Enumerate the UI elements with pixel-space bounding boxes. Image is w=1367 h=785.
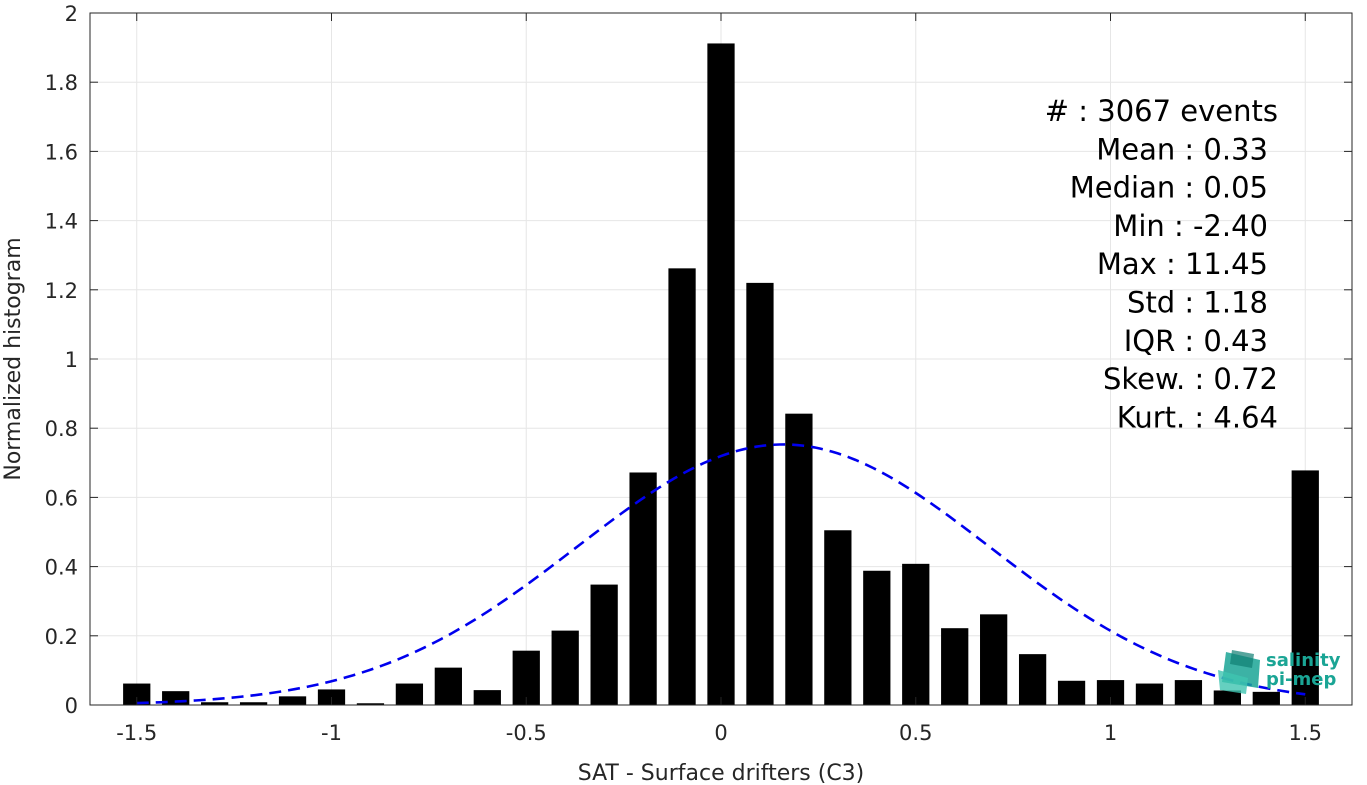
logo-map-icon xyxy=(1218,650,1260,694)
y-tick-label: 1 xyxy=(65,348,78,372)
histogram-bar xyxy=(1057,680,1086,705)
histogram-bar xyxy=(863,570,891,705)
histogram-bar xyxy=(1018,654,1047,705)
x-tick-label: -0.5 xyxy=(506,721,547,745)
histogram-bar xyxy=(980,614,1008,705)
x-tick-label: 1 xyxy=(1104,721,1117,745)
y-tick-label: 1.8 xyxy=(45,71,78,95)
y-tick-label: 0.8 xyxy=(45,417,78,441)
histogram-bar xyxy=(239,702,268,705)
stat-line: IQR : 0.43 xyxy=(1124,324,1268,358)
histogram-bar xyxy=(1135,683,1164,705)
histogram-bars xyxy=(123,43,1319,705)
histogram-bar xyxy=(941,628,969,705)
gaussian-fit-curve xyxy=(136,443,1306,705)
stat-line: Median : 0.05 xyxy=(1070,171,1268,205)
stat-line: Max : 11.45 xyxy=(1097,247,1268,281)
logo-line-1: salinity xyxy=(1266,650,1341,671)
y-tick-label: 1.6 xyxy=(45,140,78,164)
stat-line: Skew. : 0.72 xyxy=(1103,362,1278,396)
histogram-bar xyxy=(1291,470,1319,705)
x-tick-label: 0.5 xyxy=(899,721,932,745)
histogram-bar xyxy=(395,683,424,705)
histogram-bar xyxy=(473,690,501,705)
histogram-bar xyxy=(551,630,579,705)
histogram-bar xyxy=(512,650,540,705)
x-axis-ticks: -1.5 -1 -0.5 0 0.5 1 1.5 xyxy=(116,13,1322,745)
histogram-bar xyxy=(629,472,657,705)
x-tick-label: 1.5 xyxy=(1289,721,1322,745)
histogram-bar xyxy=(824,530,852,705)
y-axis-ticks: 0 0.2 0.4 0.6 0.8 1 1.2 1.4 1.6 1.8 2 xyxy=(45,2,1352,718)
x-tick-label: 0 xyxy=(714,721,727,745)
histogram-bar xyxy=(201,702,229,705)
histogram-bar xyxy=(356,703,385,705)
y-tick-label: 0.6 xyxy=(45,486,78,510)
x-tick-label: -1.5 xyxy=(116,721,157,745)
y-tick-label: 1.4 xyxy=(45,210,78,234)
y-tick-label: 0.4 xyxy=(45,556,78,580)
histogram-bar xyxy=(590,584,618,705)
histogram-bar xyxy=(278,696,307,705)
y-tick-label: 0.2 xyxy=(45,625,78,649)
y-tick-label: 2 xyxy=(65,2,78,26)
histogram-bar xyxy=(785,413,813,705)
histogram-bar xyxy=(1213,690,1241,705)
stat-line: # : 3067 events xyxy=(1045,94,1278,128)
histogram-bar xyxy=(668,268,696,705)
histogram-bar xyxy=(123,683,151,705)
x-axis-label: SAT - Surface drifters (C3) xyxy=(578,761,865,785)
stat-line: Kurt. : 4.64 xyxy=(1117,400,1278,434)
y-tick-label: 0 xyxy=(65,694,78,718)
histogram-bar xyxy=(434,667,462,705)
histogram-bar xyxy=(746,282,774,705)
histogram-bar xyxy=(902,563,930,705)
statistics-annotation: # : 3067 events Mean : 0.33 Median : 0.05 M… xyxy=(1045,94,1278,434)
stat-line: Mean : 0.33 xyxy=(1096,132,1268,166)
x-tick-label: -1 xyxy=(321,721,342,745)
histogram-bar xyxy=(707,43,735,705)
histogram-bar xyxy=(1252,691,1280,705)
y-axis-label: Normalized histogram xyxy=(1,237,26,480)
logo-line-2: pi-mep xyxy=(1266,669,1336,690)
y-tick-label: 1.2 xyxy=(45,279,78,303)
salinity-pi-mep-logo: salinity pi-mep xyxy=(1218,650,1341,694)
stat-line: Min : -2.40 xyxy=(1113,209,1268,243)
histogram-bar xyxy=(1174,680,1203,705)
stat-line: Std : 1.18 xyxy=(1127,286,1268,320)
